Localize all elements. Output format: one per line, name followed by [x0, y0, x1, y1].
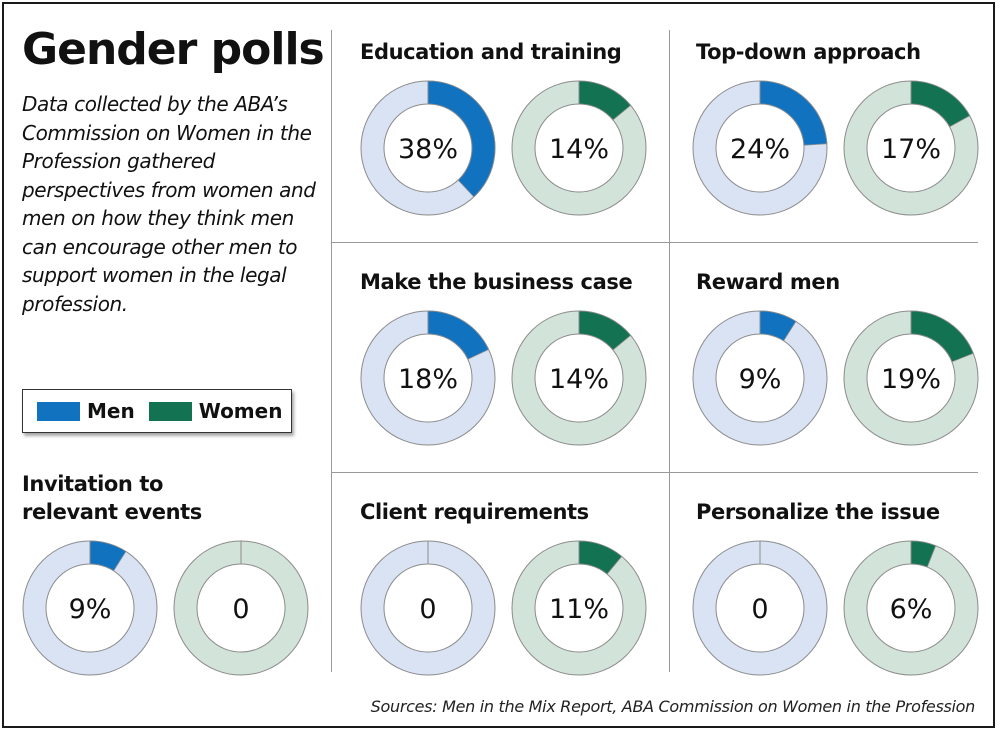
divider-horizontal-top: [331, 242, 978, 243]
legend-swatch-men: [37, 401, 80, 421]
panel-title: Invitation to relevant events: [22, 472, 202, 524]
subtitle: Data collected by the ABA’s Commission o…: [22, 92, 316, 316]
divider-horizontal-bottom: [331, 472, 978, 473]
donut-men: 38%: [360, 80, 496, 216]
donut-hole: [383, 333, 473, 423]
donut-men: 24%: [692, 80, 828, 216]
donut-value-label: 18%: [398, 364, 458, 395]
source-note: Sources: Men in the Mix Report, ABA Comm…: [370, 697, 976, 716]
panel-title: Client requirements: [360, 500, 589, 524]
donut-value-label: 38%: [398, 134, 458, 165]
donut-hole: [866, 103, 956, 193]
donut-men: 9%: [22, 540, 158, 676]
donut-hole: [715, 563, 805, 653]
donut-value-label: 24%: [730, 134, 790, 165]
legend-swatch-women: [148, 401, 192, 421]
donut-women: 17%: [843, 80, 979, 216]
divider-vertical-right: [669, 30, 670, 672]
divider-vertical-left: [331, 30, 332, 672]
panel-title: Reward men: [696, 270, 840, 294]
donut-women: 0: [173, 540, 309, 676]
legend: Men Women: [22, 389, 292, 433]
donut-men: 18%: [360, 310, 496, 446]
panel-title: Personalize the issue: [696, 500, 940, 524]
page-title: Gender polls: [22, 24, 325, 75]
legend-item-men: Men: [37, 399, 135, 423]
donut-hole: [196, 563, 286, 653]
donut-value-label: 9%: [69, 594, 112, 625]
donut-value-label: 14%: [549, 364, 609, 395]
donut-hole: [383, 103, 473, 193]
donut-hole: [866, 333, 956, 423]
donut-hole: [383, 563, 473, 653]
donut-hole: [715, 333, 805, 423]
donut-hole: [715, 103, 805, 193]
donut-value-label: 11%: [549, 594, 609, 625]
donut-value-label: 17%: [881, 134, 941, 165]
donut-value-label: 19%: [881, 364, 941, 395]
donut-hole: [866, 563, 956, 653]
donut-women: 14%: [511, 310, 647, 446]
donut-value-label: 0: [751, 594, 768, 625]
donut-men: 9%: [692, 310, 828, 446]
legend-label-men: Men: [87, 399, 135, 423]
donut-value-label: 9%: [739, 364, 782, 395]
donut-hole: [45, 563, 135, 653]
panel-title: Top-down approach: [696, 40, 921, 64]
legend-label-women: Women: [198, 399, 283, 423]
panel-title: Education and training: [360, 40, 622, 64]
donut-women: 19%: [843, 310, 979, 446]
donut-hole: [534, 563, 624, 653]
panel-title: Make the business case: [360, 270, 633, 294]
donut-hole: [534, 103, 624, 193]
donut-value-label: 6%: [890, 594, 933, 625]
donut-women: 11%: [511, 540, 647, 676]
donut-men: 0: [360, 540, 496, 676]
donut-value-label: 14%: [549, 134, 609, 165]
donut-value-label: 0: [419, 594, 436, 625]
legend-item-women: Women: [148, 399, 283, 423]
donut-women: 6%: [843, 540, 979, 676]
donut-men: 0: [692, 540, 828, 676]
donut-hole: [534, 333, 624, 423]
donut-value-label: 0: [232, 594, 249, 625]
donut-women: 14%: [511, 80, 647, 216]
